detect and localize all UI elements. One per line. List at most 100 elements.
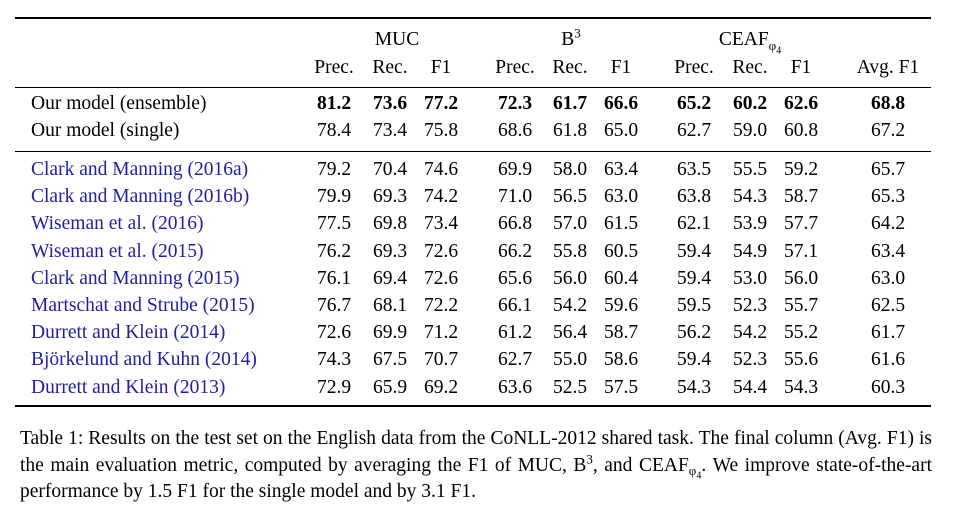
cell: 62.7 <box>676 120 712 142</box>
cell: 62.7 <box>497 349 533 371</box>
citation-link[interactable]: Martschat and Strube (2015) <box>31 295 255 316</box>
cell: 73.6 <box>372 93 408 114</box>
cell: 52.5 <box>552 376 588 398</box>
cell: 56.0 <box>552 267 588 289</box>
cell: 56.0 <box>783 267 819 289</box>
cell: 56.5 <box>552 186 588 208</box>
citation-link[interactable]: Wiseman et al. (2015) <box>31 240 204 262</box>
cell: 55.5 <box>732 159 768 180</box>
row-label: Our model (ensemble) <box>31 93 207 114</box>
cell: 76.7 <box>316 295 352 316</box>
cell: 65.3 <box>870 186 906 208</box>
cell: 71.2 <box>423 322 459 344</box>
caption-sup: 3 <box>586 451 593 466</box>
group-header-text: MUC <box>374 29 420 50</box>
cell: 64.2 <box>870 213 906 235</box>
cell: 58.0 <box>552 159 588 180</box>
cell: 77.5 <box>316 213 352 235</box>
cell: 58.6 <box>603 349 639 371</box>
cell: 61.8 <box>552 120 588 142</box>
section-rule <box>15 151 931 152</box>
cell: 54.3 <box>732 186 768 208</box>
caption-text: B <box>573 454 587 476</box>
cell: 68.8 <box>870 93 906 114</box>
cell: 65.6 <box>497 267 533 289</box>
caption-text: , and <box>592 454 639 476</box>
cell: 57.5 <box>603 376 639 398</box>
group-header-text: CEAF <box>718 29 769 50</box>
cell: 54.3 <box>783 376 819 398</box>
cell: 60.8 <box>783 120 819 142</box>
cell: 57.1 <box>783 240 819 262</box>
column-header: F1 <box>430 57 452 78</box>
citation-link[interactable]: Durrett and Klein (2014) <box>31 322 226 344</box>
cell: 54.3 <box>676 376 712 398</box>
cell: 55.0 <box>552 349 588 371</box>
cell: 65.9 <box>372 376 408 398</box>
citation-link[interactable]: Björkelund and Kuhn (2014) <box>31 349 257 371</box>
citation-link[interactable]: Wiseman et al. (2016) <box>31 213 204 235</box>
cell: 69.9 <box>497 159 533 180</box>
citation-link[interactable]: Clark and Manning (2016b) <box>31 186 250 208</box>
cell: 76.2 <box>316 240 352 262</box>
cell: 69.3 <box>372 186 408 208</box>
group-header: MUC <box>375 29 419 51</box>
cell: 56.4 <box>552 322 588 344</box>
cell: 63.5 <box>676 159 712 180</box>
cell: 55.8 <box>552 240 588 262</box>
citation-link[interactable]: Clark and Manning (2015) <box>31 267 240 289</box>
cell: 81.2 <box>316 93 352 114</box>
cell: 60.4 <box>603 267 639 289</box>
cell: 52.3 <box>732 295 768 316</box>
cell: 68.1 <box>372 295 408 316</box>
caption: Table 1: Results on the test set on the … <box>20 426 932 506</box>
column-header: Prec. <box>314 57 354 78</box>
cell: 79.2 <box>316 159 352 180</box>
cell: 65.7 <box>870 159 906 180</box>
cell: 59.4 <box>676 240 712 262</box>
cell: 79.9 <box>316 186 352 208</box>
cell: 63.0 <box>870 267 906 289</box>
cell: 72.3 <box>497 93 533 114</box>
column-header: Prec. <box>495 57 535 78</box>
group-header: B3 <box>561 25 581 51</box>
cell: 69.4 <box>372 267 408 289</box>
column-header: Rec. <box>552 57 588 78</box>
citation-link[interactable]: Clark and Manning (2016a) <box>31 159 249 180</box>
cell: 71.0 <box>497 186 533 208</box>
cell: 58.7 <box>783 186 819 208</box>
group-header-text: B <box>561 29 575 50</box>
cell: 70.4 <box>372 159 408 180</box>
cell: 54.2 <box>552 295 588 316</box>
cell: 59.4 <box>676 349 712 371</box>
cell: 63.4 <box>603 159 639 180</box>
cell: 63.8 <box>676 186 712 208</box>
cell: 59.5 <box>676 295 712 316</box>
caption-text: CEAF <box>638 454 689 476</box>
cell: 74.3 <box>316 349 352 371</box>
column-header: F1 <box>790 57 812 78</box>
cell: 60.3 <box>870 376 906 398</box>
group-header-sup: 3 <box>574 25 581 41</box>
cell: 69.8 <box>372 213 408 235</box>
cell: 60.5 <box>603 240 639 262</box>
cell: 72.6 <box>423 240 459 262</box>
cell: 61.7 <box>552 93 588 114</box>
cell: 70.7 <box>423 349 459 371</box>
cell: 74.6 <box>423 159 459 180</box>
cell: 58.7 <box>603 322 639 344</box>
group-header: CEAFφ4 <box>718 29 782 57</box>
cell: 62.6 <box>783 93 819 114</box>
cell: 54.2 <box>732 322 768 344</box>
citation-link[interactable]: Durrett and Klein (2013) <box>31 376 226 398</box>
cell: 57.0 <box>552 213 588 235</box>
group-header-sub: φ4 <box>768 37 782 57</box>
cell: 66.8 <box>497 213 533 235</box>
cell: 62.1 <box>676 213 712 235</box>
cell: 63.4 <box>870 240 906 262</box>
cell: 55.7 <box>783 295 819 316</box>
bottom-rule <box>15 405 931 407</box>
row-label: Our model (single) <box>31 120 180 142</box>
column-header: Rec. <box>732 57 768 78</box>
cell: 61.5 <box>603 213 639 235</box>
